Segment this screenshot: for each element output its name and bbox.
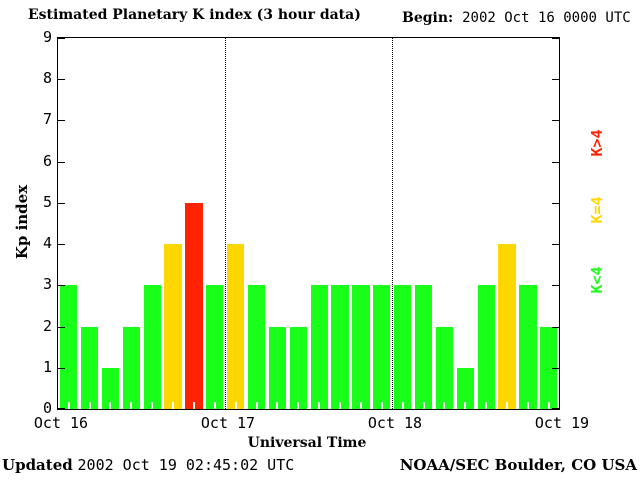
y-axis-tick	[552, 162, 559, 163]
y-axis-tick	[552, 203, 559, 204]
y-axis-tick	[58, 408, 65, 409]
y-axis-tick-label: 0	[42, 399, 52, 417]
day-boundary-gridline	[392, 38, 393, 409]
y-axis-tick	[552, 38, 559, 39]
updated-label: Updated	[2, 456, 73, 474]
x-axis-tick-label: Oct 18	[367, 414, 423, 432]
kp-bar	[498, 244, 516, 409]
y-axis-tick	[58, 79, 65, 80]
chart-title: Estimated Planetary K index (3 hour data…	[28, 7, 361, 23]
kp-bar	[310, 285, 328, 409]
y-axis-tick	[552, 79, 559, 80]
kp-bar	[101, 368, 120, 409]
y-axis-tick-label: 4	[42, 234, 52, 252]
source-credit: NOAA/SEC Boulder, CO USA	[399, 456, 637, 474]
y-axis-tick-label: 1	[42, 358, 52, 376]
kp-bar	[540, 327, 558, 409]
x-axis-title: Universal Time	[247, 435, 367, 451]
kp-bar	[122, 327, 140, 409]
kp-bar	[352, 285, 370, 409]
y-axis-tick	[552, 327, 559, 328]
kp-bar	[227, 244, 245, 409]
kp-bar	[477, 285, 495, 409]
x-axis-tick-label: Oct 19	[534, 414, 590, 432]
y-axis-tick-label: 8	[42, 69, 52, 87]
kp-bar	[143, 285, 161, 409]
y-axis-tick	[58, 38, 65, 39]
kp-bar	[185, 203, 203, 409]
kp-bar	[414, 285, 433, 409]
kp-bar	[268, 327, 287, 409]
kp-bar	[206, 285, 224, 409]
y-axis-tick-label: 2	[42, 317, 52, 335]
legend-item: K<4	[588, 266, 606, 294]
y-axis-tick	[58, 162, 65, 163]
y-axis-tick	[58, 327, 65, 328]
legend-item: K=4	[588, 196, 606, 224]
x-axis-tick-label: Oct 16	[33, 414, 89, 432]
kp-bar	[373, 285, 391, 409]
y-axis-tick	[58, 120, 65, 121]
kp-bar	[247, 285, 266, 409]
kp-bar	[164, 244, 182, 409]
y-axis-tick-label: 3	[42, 275, 52, 293]
y-axis-tick	[58, 203, 65, 204]
kp-bar	[60, 285, 78, 409]
kp-bar	[435, 327, 454, 409]
day-boundary-gridline	[225, 38, 226, 409]
begin-label: Begin:	[402, 10, 454, 26]
legend-item: K>4	[588, 129, 606, 157]
y-axis-tick-label: 5	[42, 193, 52, 211]
plot-area	[57, 37, 560, 410]
begin-line: Begin: 2002 Oct 16 0000 UTC	[402, 10, 631, 26]
x-axis-tick-label: Oct 17	[200, 414, 256, 432]
y-axis-tick-label: 7	[42, 110, 52, 128]
updated-value: 2002 Oct 19 02:45:02 UTC	[77, 456, 295, 474]
y-axis-tick	[58, 368, 65, 369]
y-axis-tick	[552, 120, 559, 121]
kp-bar	[80, 327, 99, 409]
y-axis-title: Kp index	[13, 184, 31, 260]
updated-text: Updated 2002 Oct 19 02:45:02 UTC	[2, 456, 294, 474]
y-axis-tick	[552, 368, 559, 369]
y-axis-tick-label: 9	[42, 28, 52, 46]
kp-bar	[456, 368, 474, 409]
y-axis-tick-label: 6	[42, 152, 52, 170]
y-axis-tick	[552, 244, 559, 245]
kp-bar	[289, 327, 307, 409]
y-axis-tick	[58, 285, 65, 286]
y-axis-tick	[58, 244, 65, 245]
begin-value: 2002 Oct 16 0000 UTC	[462, 10, 631, 26]
kp-bar	[519, 285, 537, 409]
y-axis-tick	[552, 408, 559, 409]
y-axis-tick	[552, 285, 559, 286]
kp-bar	[394, 285, 412, 409]
kp-bar	[331, 285, 349, 409]
